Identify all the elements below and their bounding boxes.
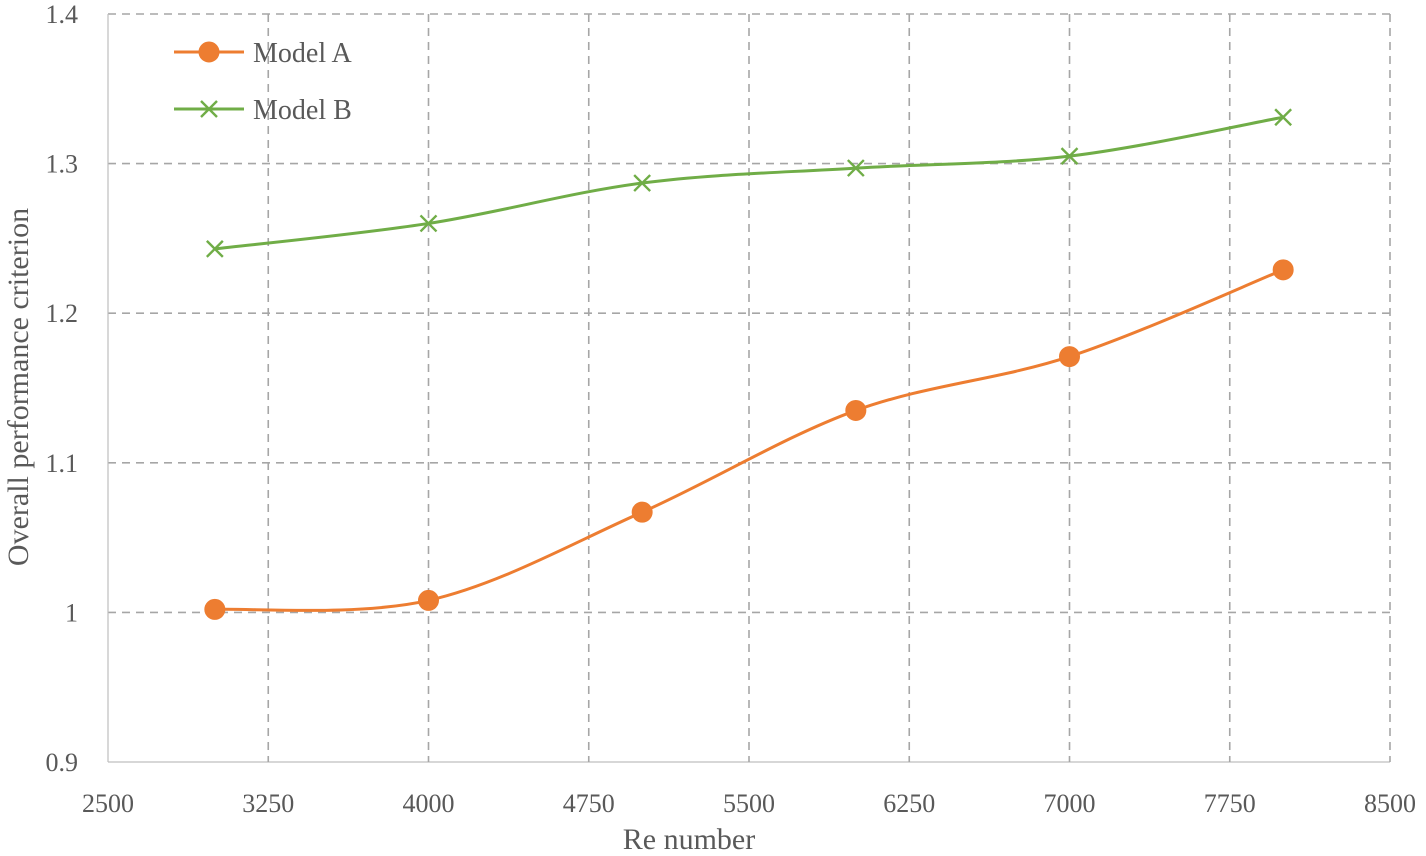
y-tick-label: 1 [65,598,78,627]
y-tick-label: 0.9 [46,748,79,777]
x-tick-label: 4000 [403,789,455,818]
model-b-point [633,174,652,192]
x-tick-label: 8500 [1364,789,1416,818]
model-a-point [204,598,226,620]
model-b-point-stroke [846,159,865,177]
y-tick-label: 1.4 [46,0,79,29]
y-tick-label: 1.1 [46,449,79,478]
model-b-point-stroke [633,174,652,192]
model-b-legend-label: Model B [253,95,352,126]
model-a-point [845,399,867,421]
model-a-line [214,268,1284,612]
x-tick-label: 3250 [242,789,294,818]
x-tick-label: 2500 [82,789,134,818]
x-tick-label: 4750 [563,789,615,818]
model-b-point-stroke [1274,108,1293,127]
model-b-point-stroke [419,214,438,233]
y-axis-title: Overall performance criterion [2,208,35,566]
model-b-legend-marker-stroke [200,100,218,118]
model-b-point [1060,147,1079,165]
x-tick-label: 6250 [883,789,935,818]
grid [107,13,1391,763]
model-b-point [205,240,224,258]
x-tick-label: 5500 [723,789,775,818]
model-a-point [631,501,653,523]
y-axis-ticks: 0.9 1 1.1 1.2 1.3 1.4 [46,0,79,777]
model-b-point-stroke [205,240,224,258]
y-tick-label: 1.2 [46,299,79,328]
model-a-legend-label: Model A [253,38,353,69]
series-layer [204,108,1294,620]
model-b-legend-marker [200,100,218,118]
legend: Model A Model B [174,38,353,126]
model-b-point [1274,108,1293,127]
model-b-line [214,115,1284,251]
model-a-legend-marker [198,41,220,63]
model-a-point [418,589,439,611]
y-tick-label: 1.3 [46,150,79,179]
model-b-point-stroke [1060,147,1079,165]
model-a-point [1059,346,1080,368]
model-a-point [1272,259,1294,281]
model-b-point [846,159,865,177]
x-tick-label: 7750 [1204,789,1256,818]
x-axis-title: Re number [623,823,755,856]
model-b-point [419,214,438,233]
x-tick-label: 7000 [1044,789,1096,818]
x-axis-ticks: 2500 3250 4000 4750 5500 6250 7000 7750 8500 [82,789,1416,818]
